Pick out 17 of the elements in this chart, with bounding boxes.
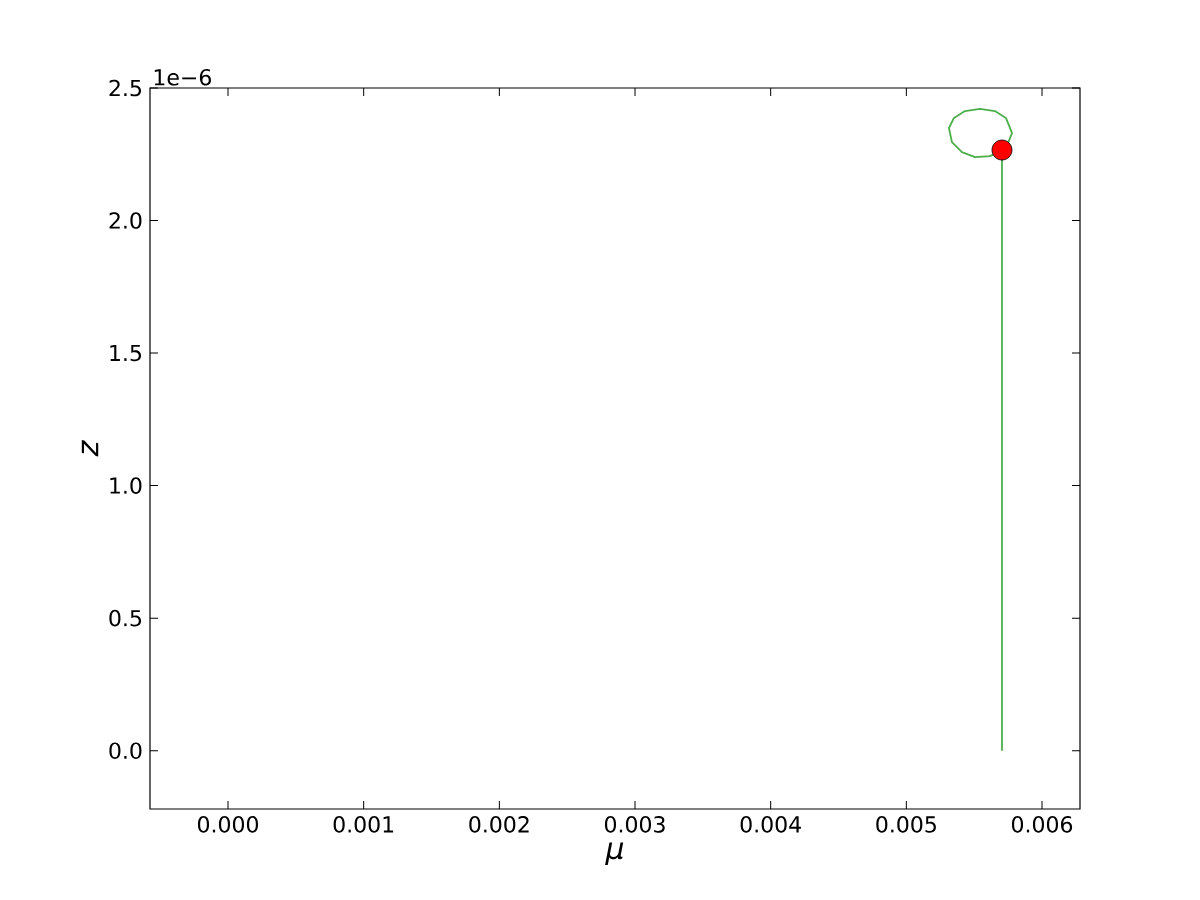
y-tick-label: 0.0	[109, 742, 142, 760]
x-tick-label: 0.004	[740, 816, 801, 833]
x-tick-label: 0.002	[469, 816, 529, 833]
line-series	[948, 108, 1013, 752]
y-tick-label: 2.0	[109, 212, 142, 229]
x-tick-label: 0.001	[333, 816, 394, 833]
y-tick-label: 0.5	[109, 609, 142, 627]
y-tick-label: 2.5	[109, 79, 142, 97]
y-tick-label: 1.5	[110, 344, 142, 362]
y-tick-label: 1.0	[110, 477, 142, 494]
x-tick-label: 0.003	[604, 816, 665, 833]
x-tick-label: 0.005	[876, 816, 936, 833]
x-axis-title: μ	[605, 842, 624, 866]
text: 1e−6	[154, 68, 211, 86]
x-tick-label: 0.000	[197, 816, 259, 833]
x-tick-label: 0.006	[1011, 816, 1073, 833]
y-axis-title: z	[81, 440, 99, 457]
